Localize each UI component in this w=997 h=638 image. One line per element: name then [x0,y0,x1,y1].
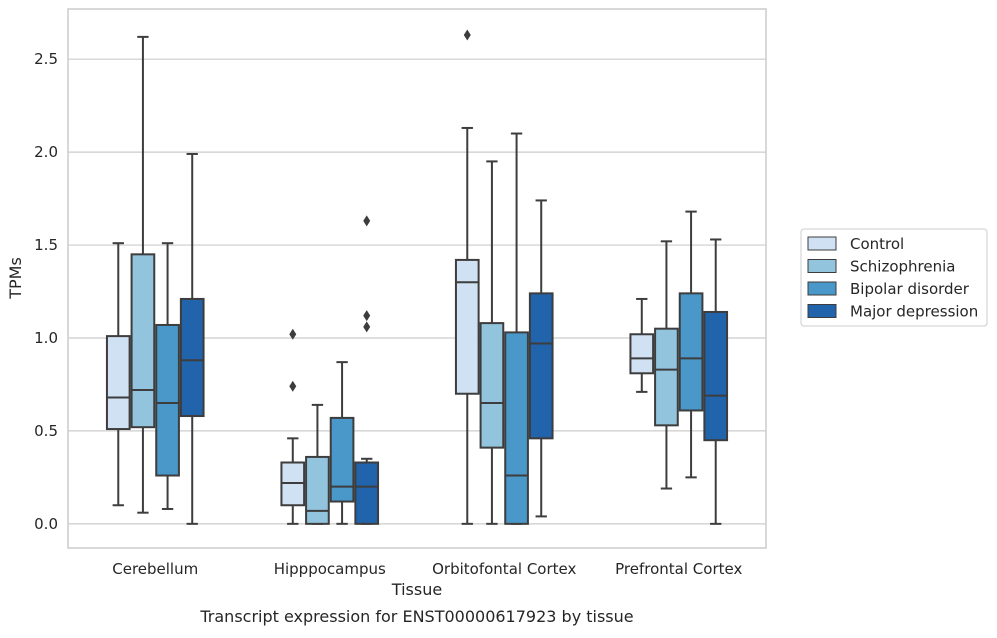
box-iqr [454,258,480,395]
legend: Control Schizophrenia Bipolar disorder Majo… [800,228,988,327]
box-iqr [528,292,554,440]
box-1-2 [329,361,355,525]
boxes [105,29,729,525]
legend-item: Control [807,235,904,253]
box-3-0 [629,297,655,393]
box-iqr [354,461,380,525]
outlier-point [363,321,371,333]
y-axis-ticks: 0.0 0.5 1.0 1.5 2.0 2.5 [34,50,58,533]
outlier-point [363,215,371,227]
box-iqr [305,455,330,525]
box-iqr [654,327,679,427]
x-tick-label: Orbitofontal Cortex [432,560,576,578]
x-axis-ticks: Cerebellum Hipppocampus Orbitofontal Corte… [112,560,742,578]
box-2-1 [479,160,505,525]
y-axis-title: TPMs [6,257,25,300]
box-2-0 [454,29,480,525]
box-1-1 [305,403,330,525]
y-tick-label: 0.0 [34,515,58,533]
outlier-point [463,29,471,41]
box-3-3 [703,238,729,525]
box-iqr [130,253,156,429]
box-iqr [629,333,655,375]
plot-area-frame [67,8,767,549]
box-iqr [155,323,180,477]
x-tick-label: Hipppocampus [274,560,386,578]
box-0-2 [155,242,180,510]
box-0-0 [105,242,131,507]
legend-label: Control [850,235,904,253]
box-iqr [105,335,131,431]
chart-caption: Transcript expression for ENST0000061792… [199,607,633,626]
legend-item: Schizophrenia [807,258,955,276]
y-tick-label: 2.5 [34,50,58,68]
box-0-1 [130,35,156,514]
y-tick-label: 2.0 [34,143,58,161]
legend-label: Schizophrenia [850,258,955,276]
box-iqr [504,331,529,525]
legend-item: Bipolar disorder [807,280,970,298]
legend-item: Major depression [807,303,978,321]
legend-swatch [807,281,837,296]
box-iqr [703,310,729,442]
legend-swatch [807,304,837,318]
legend-frame [800,228,988,327]
outlier-point [289,380,297,392]
legend-swatch [807,236,837,251]
box-2-3 [528,199,554,518]
y-tick-label: 1.0 [34,329,58,347]
legend-label: Bipolar disorder [850,280,970,298]
box-2-2 [504,132,529,525]
outlier-point [363,310,371,322]
box-3-2 [678,210,704,479]
x-tick-label: Prefrontal Cortex [615,560,742,578]
box-0-3 [179,152,205,525]
box-iqr [179,297,205,418]
outlier-point [289,328,297,340]
box-3-1 [654,240,679,490]
box-iqr [479,322,505,449]
legend-label: Major depression [850,303,978,321]
box-iqr [678,292,704,412]
box-1-3 [354,215,380,525]
legend-swatch [807,259,837,273]
box-1-0 [280,328,306,525]
box-iqr [329,416,355,503]
x-axis-title: Tissue [391,580,442,599]
x-tick-label: Cerebellum [112,560,198,578]
y-tick-label: 0.5 [34,422,58,440]
y-tick-label: 1.5 [34,236,58,254]
